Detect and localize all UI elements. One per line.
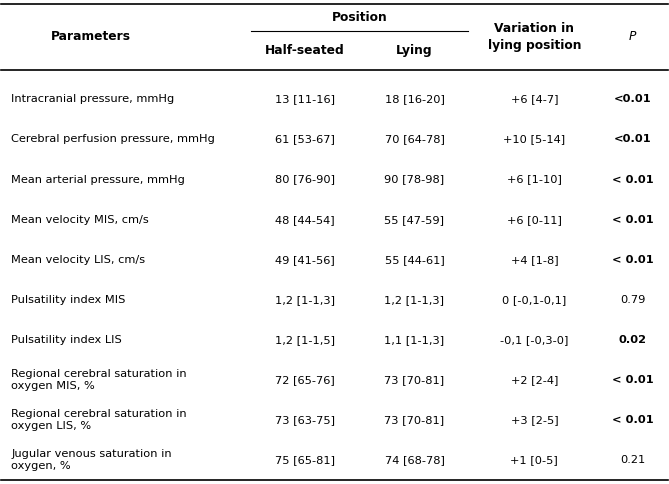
Text: 73 [70-81]: 73 [70-81] [385, 415, 444, 425]
Text: 13 [11-16]: 13 [11-16] [274, 94, 334, 105]
Text: < 0.01: < 0.01 [612, 214, 654, 225]
Text: 55 [47-59]: 55 [47-59] [385, 214, 444, 225]
Text: 80 [76-90]: 80 [76-90] [274, 175, 334, 184]
Text: +3 [2-5]: +3 [2-5] [510, 415, 558, 425]
Text: Variation in
lying position: Variation in lying position [488, 22, 581, 52]
Text: 1,2 [1-1,5]: 1,2 [1-1,5] [274, 335, 334, 345]
Text: Jugular venous saturation in
oxygen, %: Jugular venous saturation in oxygen, % [11, 449, 172, 471]
Text: < 0.01: < 0.01 [612, 255, 654, 265]
Text: 0.79: 0.79 [620, 295, 646, 305]
Text: 1,2 [1-1,3]: 1,2 [1-1,3] [274, 295, 334, 305]
Text: Half-seated: Half-seated [265, 44, 345, 57]
Text: Pulsatility index MIS: Pulsatility index MIS [11, 295, 126, 305]
Text: 72 [65-76]: 72 [65-76] [275, 375, 334, 385]
Text: 73 [70-81]: 73 [70-81] [385, 375, 444, 385]
Text: Lying: Lying [396, 44, 433, 57]
Text: Mean velocity LIS, cm/s: Mean velocity LIS, cm/s [11, 255, 145, 265]
Text: 73 [63-75]: 73 [63-75] [274, 415, 334, 425]
Text: Parameters: Parameters [52, 30, 131, 43]
Text: <0.01: <0.01 [614, 94, 652, 105]
Text: 48 [44-54]: 48 [44-54] [275, 214, 334, 225]
Text: Mean velocity MIS, cm/s: Mean velocity MIS, cm/s [11, 214, 149, 225]
Text: Cerebral perfusion pressure, mmHg: Cerebral perfusion pressure, mmHg [11, 135, 215, 145]
Text: 18 [16-20]: 18 [16-20] [385, 94, 444, 105]
Text: 1,2 [1-1,3]: 1,2 [1-1,3] [385, 295, 444, 305]
Text: +4 [1-8]: +4 [1-8] [510, 255, 558, 265]
Text: <0.01: <0.01 [614, 135, 652, 145]
Text: 1,1 [1-1,3]: 1,1 [1-1,3] [385, 335, 444, 345]
Text: +2 [2-4]: +2 [2-4] [510, 375, 558, 385]
Text: Mean arterial pressure, mmHg: Mean arterial pressure, mmHg [11, 175, 185, 184]
Text: P: P [629, 30, 636, 43]
Text: Intracranial pressure, mmHg: Intracranial pressure, mmHg [11, 94, 175, 105]
Text: +10 [5-14]: +10 [5-14] [503, 135, 565, 145]
Text: < 0.01: < 0.01 [612, 375, 654, 385]
Text: +6 [4-7]: +6 [4-7] [510, 94, 558, 105]
Text: -0,1 [-0,3-0]: -0,1 [-0,3-0] [500, 335, 569, 345]
Text: 0 [-0,1-0,1]: 0 [-0,1-0,1] [502, 295, 567, 305]
Text: +6 [0-11]: +6 [0-11] [507, 214, 562, 225]
Text: Regional cerebral saturation in
oxygen MIS, %: Regional cerebral saturation in oxygen M… [11, 369, 187, 391]
Text: 0.02: 0.02 [619, 335, 647, 345]
Text: 75 [65-81]: 75 [65-81] [274, 455, 334, 465]
Text: 0.21: 0.21 [620, 455, 646, 465]
Text: 49 [41-56]: 49 [41-56] [275, 255, 334, 265]
Text: 74 [68-78]: 74 [68-78] [385, 455, 444, 465]
Text: 70 [64-78]: 70 [64-78] [385, 135, 444, 145]
Text: 61 [53-67]: 61 [53-67] [274, 135, 334, 145]
Text: 90 [78-98]: 90 [78-98] [385, 175, 444, 184]
Text: +1 [0-5]: +1 [0-5] [510, 455, 558, 465]
Text: Position: Position [332, 11, 387, 24]
Text: 55 [44-61]: 55 [44-61] [385, 255, 444, 265]
Text: < 0.01: < 0.01 [612, 175, 654, 184]
Text: < 0.01: < 0.01 [612, 415, 654, 425]
Text: Pulsatility index LIS: Pulsatility index LIS [11, 335, 122, 345]
Text: Regional cerebral saturation in
oxygen LIS, %: Regional cerebral saturation in oxygen L… [11, 409, 187, 431]
Text: +6 [1-10]: +6 [1-10] [507, 175, 562, 184]
